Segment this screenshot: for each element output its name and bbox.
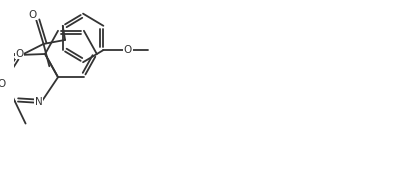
- Text: N: N: [35, 97, 43, 107]
- Text: O: O: [16, 49, 24, 59]
- Text: O: O: [124, 45, 132, 55]
- Text: O: O: [28, 10, 37, 20]
- Text: O: O: [0, 79, 6, 89]
